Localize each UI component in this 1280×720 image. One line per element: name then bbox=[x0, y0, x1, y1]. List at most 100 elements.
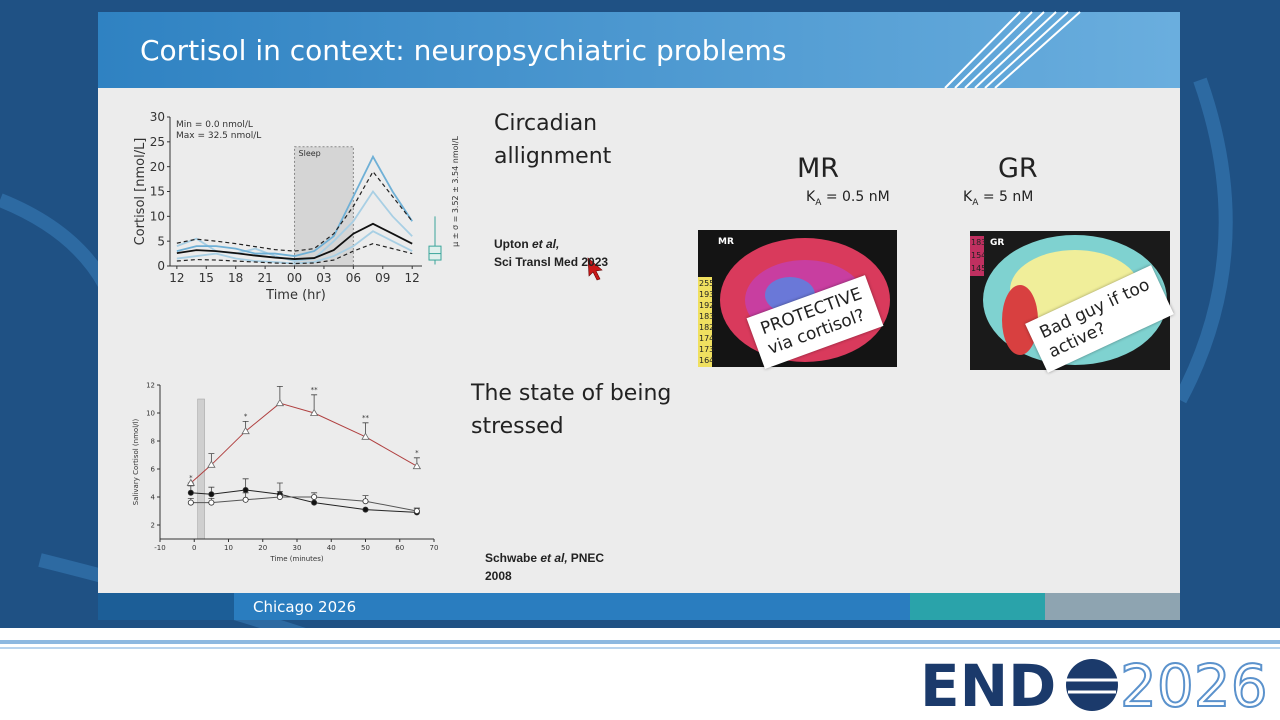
x-tick-label: 15 bbox=[199, 271, 214, 285]
x-tick-label: 21 bbox=[257, 271, 272, 285]
marker bbox=[208, 491, 215, 498]
x-tick-label: 12 bbox=[405, 271, 420, 285]
cursor bbox=[587, 257, 603, 281]
marker bbox=[242, 486, 249, 493]
x-tick-label: 03 bbox=[316, 271, 331, 285]
footer-bar bbox=[910, 593, 1045, 620]
significance: ** bbox=[362, 414, 370, 422]
logo-year: 2026 bbox=[1120, 652, 1268, 720]
x-tick-label: 0 bbox=[192, 544, 196, 552]
y-tick-label: 12 bbox=[146, 381, 155, 389]
marker bbox=[275, 398, 285, 407]
ref-author: Upton bbox=[494, 237, 532, 251]
marker bbox=[311, 493, 318, 500]
marker bbox=[362, 506, 369, 513]
marker bbox=[241, 426, 250, 435]
receptor-affinity: KA = 5 nM bbox=[963, 189, 1033, 208]
logo-name: END bbox=[920, 652, 1056, 720]
significance: * bbox=[415, 449, 419, 457]
receptor-affinity: KA = 0.5 nM bbox=[806, 189, 890, 208]
significance: * bbox=[189, 474, 193, 482]
summary-label: μ ± σ = 3.52 ± 3.54 nmol/L bbox=[451, 136, 460, 247]
x-axis-label: Time (hr) bbox=[265, 288, 326, 303]
x-tick-label: 60 bbox=[395, 544, 404, 552]
scale-label: 193 bbox=[699, 290, 714, 299]
x-tick-label: 50 bbox=[361, 544, 370, 552]
y-tick-label: 8 bbox=[151, 437, 155, 445]
x-tick-label: 30 bbox=[293, 544, 302, 552]
receptor-name: MR bbox=[797, 153, 840, 184]
footer-line bbox=[0, 647, 1280, 649]
x-axis-label: Time (minutes) bbox=[269, 555, 323, 563]
scale-label: 154 bbox=[971, 251, 986, 260]
marker bbox=[361, 432, 370, 440]
stress-bar bbox=[197, 398, 205, 540]
significance: * bbox=[244, 412, 248, 420]
scale-label: 145 bbox=[971, 264, 986, 273]
y-tick-label: 6 bbox=[151, 465, 156, 473]
scale-label: 174 bbox=[699, 334, 714, 343]
y-tick-label: 2 bbox=[151, 521, 155, 529]
sleep-label: Sleep bbox=[299, 149, 321, 158]
x-tick-label: 20 bbox=[258, 544, 267, 552]
x-tick-label: 09 bbox=[375, 271, 390, 285]
marker bbox=[187, 489, 194, 496]
k-sub: A bbox=[815, 197, 822, 208]
affinity: = 0.5 nM bbox=[825, 189, 890, 205]
series-line bbox=[176, 230, 413, 265]
y-tick-label: 10 bbox=[146, 409, 155, 417]
y-axis-label: Salivary Cortisol (nmol/l) bbox=[132, 419, 140, 506]
sleep-region bbox=[294, 146, 354, 267]
image-label: MR bbox=[718, 237, 734, 247]
y-tick-label: 20 bbox=[150, 160, 165, 174]
slide-title: Cortisol in context: neuropsychiatric pr… bbox=[140, 34, 786, 67]
annotation: Min = 0.0 nmol/L bbox=[176, 120, 253, 130]
marker bbox=[276, 493, 283, 500]
stress-heading: The state of being stressed bbox=[471, 381, 672, 439]
footer-bar bbox=[1045, 593, 1180, 620]
x-tick-label: 70 bbox=[430, 544, 439, 552]
ref-author: Schwabe bbox=[485, 551, 541, 565]
scale-label: 192 bbox=[699, 301, 714, 310]
x-tick-label: 06 bbox=[346, 271, 361, 285]
series-line bbox=[176, 243, 413, 265]
image-label: GR bbox=[990, 238, 1004, 248]
ref-etal: et al, bbox=[532, 237, 560, 251]
scale-label: 182 bbox=[699, 323, 714, 332]
stress-ref: Schwabe et al, PNEC 2008 bbox=[485, 549, 620, 585]
ref-source: PNEC 2008 bbox=[485, 551, 605, 583]
marker bbox=[412, 461, 422, 470]
marker bbox=[187, 499, 194, 506]
footer-text: Chicago 2026 bbox=[253, 598, 356, 616]
x-tick-label: 18 bbox=[228, 271, 243, 285]
y-tick-label: 15 bbox=[150, 185, 165, 199]
circadian-ref: Upton et al, Sci Transl Med 2023 bbox=[494, 235, 634, 271]
y-tick-label: 4 bbox=[151, 493, 156, 501]
y-tick-label: 0 bbox=[157, 259, 165, 273]
series-line bbox=[176, 222, 413, 260]
marker bbox=[413, 507, 420, 514]
marker bbox=[309, 408, 319, 416]
scale-label: 255 bbox=[699, 279, 714, 288]
x-tick-label: 40 bbox=[327, 544, 336, 552]
footer-bar bbox=[98, 593, 234, 620]
marker bbox=[362, 498, 369, 505]
scale-label: 173 bbox=[699, 345, 714, 354]
k-sub: A bbox=[972, 197, 979, 208]
title-stripes bbox=[944, 11, 1081, 89]
k: K bbox=[806, 189, 816, 205]
k: K bbox=[963, 189, 973, 205]
footer-line bbox=[0, 640, 1280, 644]
y-tick-label: 25 bbox=[150, 135, 165, 149]
x-tick-label: 12 bbox=[169, 271, 184, 285]
y-tick-label: 30 bbox=[150, 110, 165, 124]
x-tick-label: 00 bbox=[287, 271, 302, 285]
y-axis-label: Cortisol [nmol/L] bbox=[133, 138, 148, 246]
scale-label: 183 bbox=[699, 312, 714, 321]
significance: ** bbox=[311, 386, 319, 394]
marker bbox=[311, 499, 318, 506]
receptor-name: GR bbox=[998, 153, 1038, 184]
y-tick-label: 5 bbox=[157, 234, 165, 248]
